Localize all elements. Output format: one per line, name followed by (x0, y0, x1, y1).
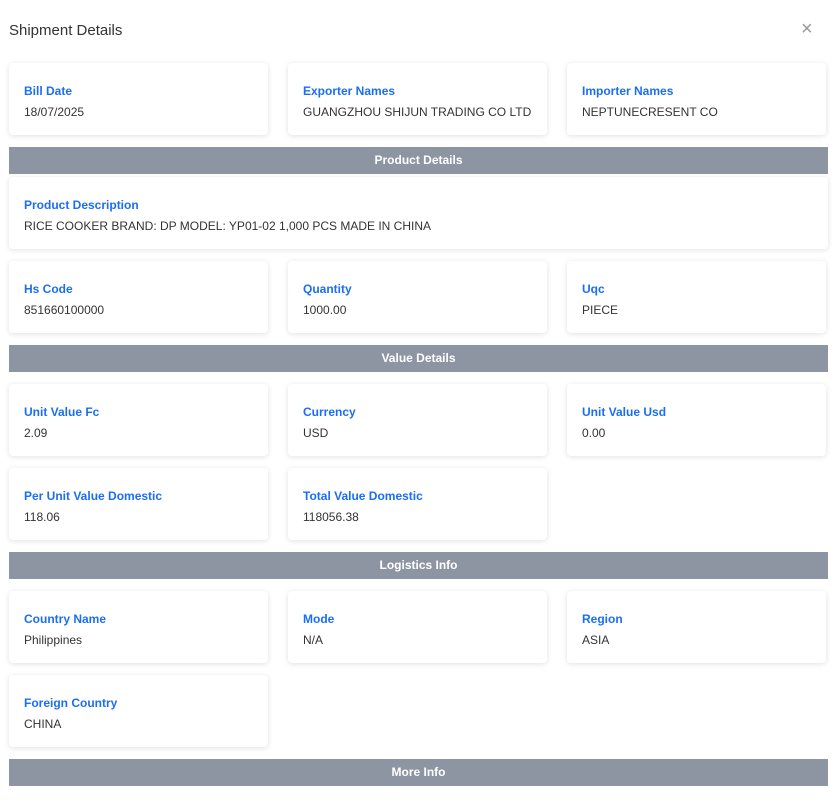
section-more-info: More Info (9, 759, 828, 786)
field-card: Exporter Names GUANGZHOU SHIJUN TRADING C… (288, 63, 547, 135)
field-label: Unit Value Usd (582, 405, 667, 419)
field-value: ASIA (582, 633, 610, 647)
field-value: 0.00 (582, 426, 606, 440)
field-label: Country Name (24, 612, 107, 626)
field-value: 118.06 (24, 510, 60, 524)
row-product-description: Product Description RICE COOKER BRAND: D… (9, 177, 828, 249)
section-logistics-info: Logistics Info (9, 552, 828, 579)
field-label: Currency (303, 405, 356, 419)
field-value: GUANGZHOU SHIJUN TRADING CO LTD (303, 105, 532, 119)
field-card: Mode N/A (288, 591, 547, 663)
field-value: RICE COOKER BRAND: DP MODEL: YP01-02 1,0… (24, 219, 432, 233)
field-value: USD (303, 426, 329, 440)
field-label: Hs Code (24, 282, 73, 296)
row-logistics-1: Country Name Philippines Mode N/A Region ASIA (9, 591, 828, 663)
field-label: Bill Date (24, 84, 73, 98)
close-icon[interactable]: × (801, 18, 813, 40)
field-value: 1000.00 (303, 303, 347, 317)
field-card: Hs Code 851660100000 (9, 261, 268, 333)
field-label: Foreign Country (24, 696, 118, 710)
field-value: NEPTUNECRESENT CO (582, 105, 718, 119)
shipment-details-body: Bill Date 18/07/2025 Exporter Names GUANGZH… (9, 63, 828, 798)
field-value: PIECE (582, 303, 619, 317)
field-value: 2.09 (24, 426, 48, 440)
field-label: Importer Names (582, 84, 674, 98)
section-value-details: Value Details (9, 345, 828, 372)
field-card: Quantity 1000.00 (288, 261, 547, 333)
field-card: Country Name Philippines (9, 591, 268, 663)
field-card: Uqc PIECE (567, 261, 826, 333)
field-label: Uqc (582, 282, 605, 296)
field-card: Region ASIA (567, 591, 826, 663)
field-value: N/A (303, 633, 324, 647)
row-product: Hs Code 851660100000 Quantity 1000.00 Uqc PIE… (9, 261, 828, 333)
field-card: Product Description RICE COOKER BRAND: D… (9, 177, 828, 249)
field-label: Unit Value Fc (24, 405, 100, 419)
row-value-2: Per Unit Value Domestic 118.06 Total Value… (9, 468, 828, 540)
field-label: Total Value Domestic (303, 489, 423, 503)
field-card: Importer Names NEPTUNECRESENT CO (567, 63, 826, 135)
field-value: 118056.38 (303, 510, 359, 524)
field-card: Currency USD (288, 384, 547, 456)
field-card: Foreign Country CHINA (9, 675, 268, 747)
field-card: Unit Value Usd 0.00 (567, 384, 826, 456)
section-product-details: Product Details (9, 147, 828, 174)
field-card: Per Unit Value Domestic 118.06 (9, 468, 268, 540)
field-card: Total Value Domestic 118056.38 (288, 468, 547, 540)
field-value: 18/07/2025 (24, 105, 85, 119)
field-label: Per Unit Value Domestic (24, 489, 163, 503)
field-card: Bill Date 18/07/2025 (9, 63, 268, 135)
field-value: CHINA (24, 717, 62, 731)
field-label: Mode (303, 612, 335, 626)
field-label: Product Description (24, 198, 139, 212)
field-value: 851660100000 (24, 303, 105, 317)
field-label: Quantity (303, 282, 352, 296)
field-label: Region (582, 612, 623, 626)
row-value-1: Unit Value Fc 2.09 Currency USD Unit Value U… (9, 384, 828, 456)
modal-title: Shipment Details (9, 22, 123, 39)
field-label: Exporter Names (303, 84, 396, 98)
field-value: Philippines (24, 633, 83, 647)
row-logistics-2: Foreign Country CHINA (9, 675, 828, 747)
row-parties: Bill Date 18/07/2025 Exporter Names GUANGZH… (9, 63, 828, 135)
field-card: Unit Value Fc 2.09 (9, 384, 268, 456)
